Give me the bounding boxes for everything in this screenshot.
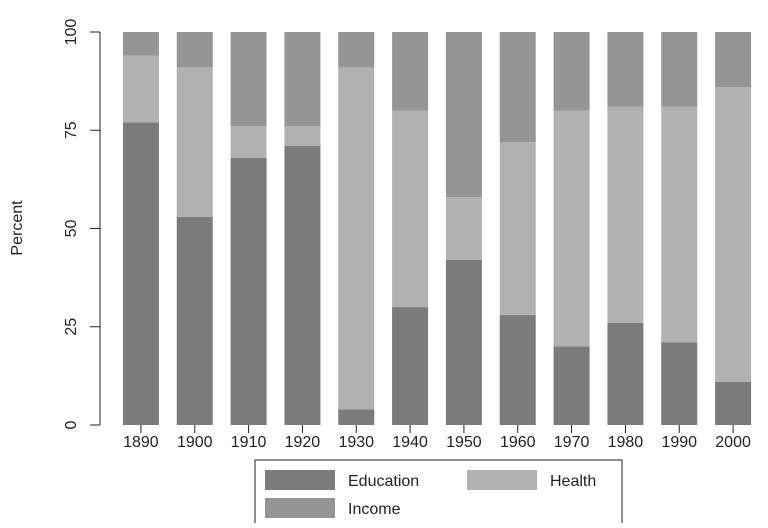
bar-segment — [284, 145, 321, 425]
x-tick-label: 1920 — [285, 434, 321, 451]
bar-segment — [338, 32, 375, 68]
legend-swatch — [467, 470, 537, 490]
bar-segment — [338, 409, 375, 425]
bar-segment — [499, 32, 536, 143]
bar-segment — [445, 259, 482, 425]
bar-segment — [715, 32, 752, 88]
legend-label: Income — [348, 501, 401, 518]
x-tick-label: 1990 — [661, 434, 697, 451]
legend-swatch — [265, 498, 335, 518]
x-tick-label: 1950 — [446, 434, 482, 451]
bar-segment — [176, 216, 213, 425]
y-tick-label: 50 — [63, 220, 80, 238]
legend-swatch — [265, 470, 335, 490]
bar-segment — [607, 32, 644, 107]
y-tick-label: 75 — [63, 121, 80, 139]
y-tick-label: 0 — [63, 420, 80, 429]
bar-segment — [284, 126, 321, 146]
bar-segment — [122, 32, 159, 56]
x-tick-label: 1960 — [500, 434, 536, 451]
bar-segment — [284, 32, 321, 127]
legend-box — [254, 459, 623, 528]
legend-label: Education — [348, 473, 419, 490]
bar-segment — [176, 32, 213, 68]
bar-segment — [122, 122, 159, 425]
x-tick-label: 1890 — [123, 434, 159, 451]
y-axis-label: Percent — [9, 200, 26, 256]
x-tick-label: 1930 — [338, 434, 374, 451]
bar-segment — [338, 67, 375, 410]
bar-segment — [392, 32, 429, 111]
bar-segment — [445, 197, 482, 260]
y-tick-label: 25 — [63, 318, 80, 336]
x-tick-label: 1900 — [177, 434, 213, 451]
bar-segment — [661, 32, 698, 107]
bar-segment — [392, 110, 429, 308]
bar-segment — [176, 67, 213, 217]
bar-segment — [230, 126, 267, 158]
bar-segment — [553, 32, 590, 111]
bar-segment — [661, 106, 698, 343]
y-tick-label: 100 — [63, 19, 80, 46]
x-tick-label: 1940 — [392, 434, 428, 451]
x-tick-label: 1910 — [231, 434, 267, 451]
bar-segment — [230, 157, 267, 425]
x-tick-label: 1970 — [554, 434, 590, 451]
bar-segment — [607, 106, 644, 323]
bar-segment — [392, 307, 429, 425]
bar-segment — [715, 381, 752, 425]
bar-segment — [230, 32, 267, 127]
bar-segment — [607, 322, 644, 425]
x-tick-label: 1980 — [608, 434, 644, 451]
bar-segment — [499, 314, 536, 425]
bar-segment — [553, 110, 590, 347]
bar-segment — [661, 342, 698, 425]
bar-segment — [715, 87, 752, 382]
x-tick-label: 2000 — [715, 434, 751, 451]
legend-label: Health — [550, 473, 596, 490]
bar-segment — [122, 55, 159, 123]
bar-segment — [499, 142, 536, 315]
bar-segment — [553, 346, 590, 425]
bar-segment — [445, 32, 482, 198]
